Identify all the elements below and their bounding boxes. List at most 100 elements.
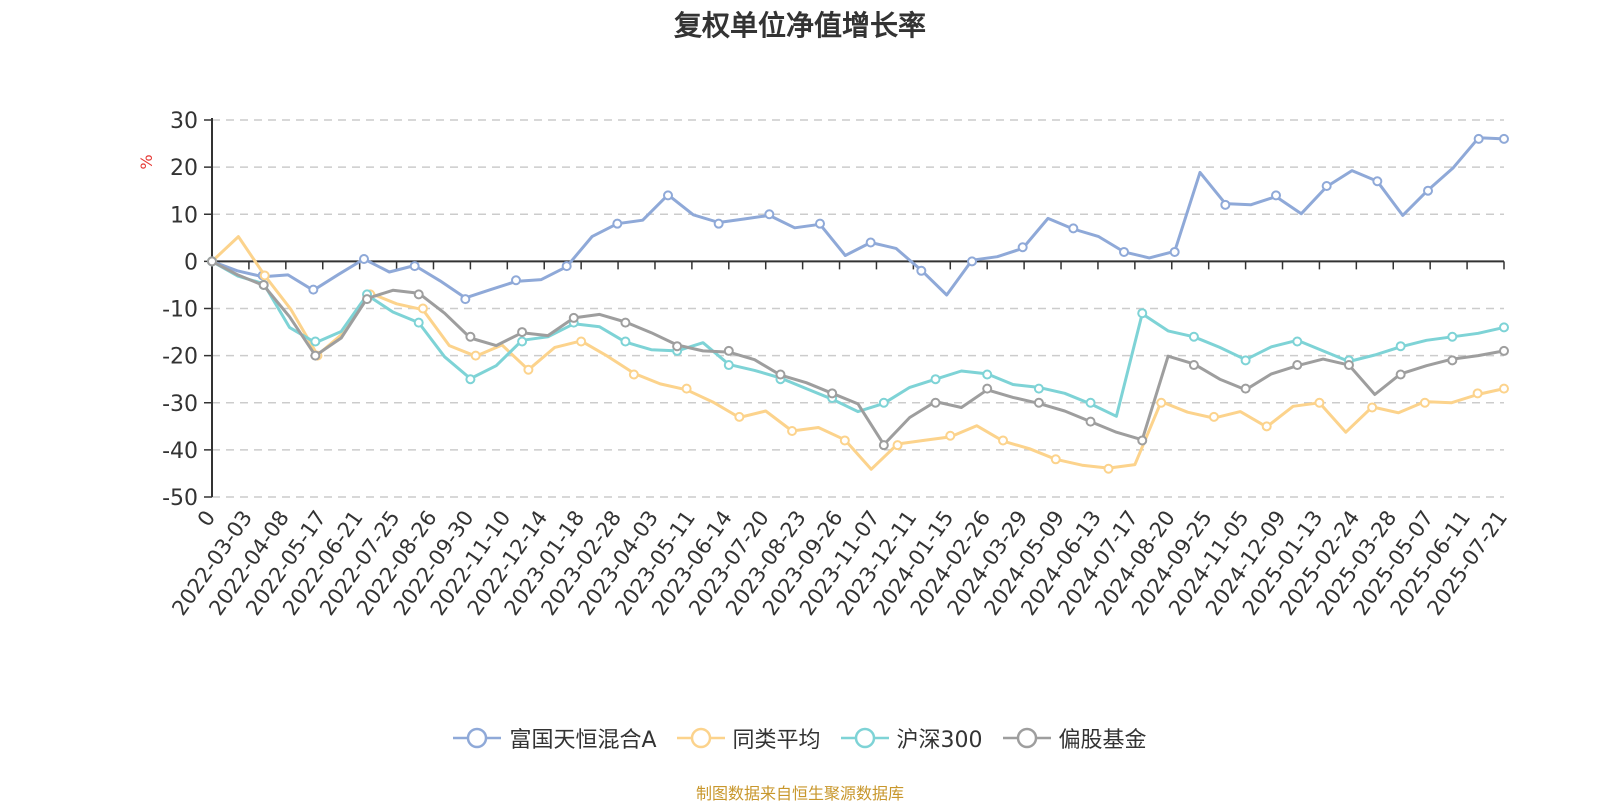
line-chart: 30 20 10 0 -10 -20 -30 -40 -50 02022-03-032022-0… — [137, 109, 1512, 620]
series-line — [210, 235, 1505, 471]
data-point — [878, 440, 889, 451]
legend-item[interactable]: 同类平均 — [676, 722, 821, 754]
data-point — [359, 254, 369, 265]
data-point — [1033, 383, 1044, 394]
data-point — [1240, 383, 1251, 394]
y-axis: 30 20 10 0 -10 -20 -30 -40 -50 — [162, 109, 213, 511]
data-point — [517, 336, 528, 347]
series-line — [211, 136, 1505, 300]
data-point — [620, 317, 631, 328]
data-point — [409, 261, 420, 272]
data-point — [417, 303, 428, 314]
data-point — [523, 364, 534, 375]
data-point — [787, 426, 798, 437]
data-point — [1261, 421, 1272, 432]
data-point — [764, 209, 775, 220]
data-point — [1292, 336, 1303, 347]
data-point — [681, 383, 692, 394]
data-point — [465, 374, 476, 385]
data-point — [663, 190, 673, 201]
data-point — [734, 411, 745, 422]
data-point — [568, 312, 579, 323]
data-point — [460, 294, 471, 305]
data-point — [628, 369, 639, 380]
legend-item[interactable]: 富国天恒混合A — [453, 722, 657, 754]
data-point — [1137, 435, 1148, 446]
data-point — [723, 345, 734, 356]
data-point — [1499, 345, 1509, 356]
y-tick-label: -10 — [162, 298, 198, 323]
data-point — [827, 388, 838, 399]
data-point — [865, 237, 876, 248]
data-point — [1395, 341, 1406, 352]
data-point — [310, 350, 321, 361]
data-point — [561, 261, 572, 272]
data-point — [1085, 416, 1096, 427]
data-point — [1085, 397, 1096, 408]
data-point — [1208, 411, 1219, 422]
legend-swatch — [676, 727, 725, 749]
legend-item[interactable]: 沪深300 — [840, 722, 983, 754]
data-point — [259, 270, 270, 281]
data-point — [1017, 242, 1028, 253]
data-point — [713, 218, 724, 229]
data-point — [945, 430, 956, 441]
data-point — [930, 397, 941, 408]
data-point — [1271, 190, 1281, 201]
data-point — [362, 294, 373, 305]
data-point — [517, 327, 528, 338]
legend-label: 富国天恒混合A — [509, 728, 657, 753]
y-tick-label: 30 — [170, 109, 198, 134]
y-tick-label: -30 — [162, 392, 198, 417]
data-point — [1169, 246, 1180, 257]
data-point — [620, 336, 631, 347]
legend: 富国天恒混合A 同类平均 沪深300 偏股基金 — [0, 722, 1600, 754]
data-point — [1119, 246, 1129, 257]
data-point — [878, 397, 889, 408]
legend-item[interactable]: 偏股基金 — [1002, 722, 1147, 754]
data-point — [982, 369, 993, 380]
chart-title: 复权单位净值增长率 — [673, 9, 926, 42]
data-point — [1050, 454, 1061, 465]
data-point — [258, 279, 269, 290]
data-point — [967, 256, 977, 267]
data-point — [1419, 397, 1430, 408]
y-tick-label: 0 — [184, 250, 198, 275]
data-point — [470, 350, 481, 361]
data-point — [1292, 360, 1303, 371]
data-point — [672, 341, 683, 352]
data-point — [1068, 223, 1079, 234]
data-point — [1188, 360, 1199, 371]
data-point — [1367, 402, 1378, 413]
data-point — [413, 317, 424, 328]
data-point — [815, 218, 825, 229]
x-tick-label: 0 — [193, 506, 220, 531]
legend-label: 同类平均 — [732, 728, 821, 753]
y-tick-label: -40 — [162, 439, 198, 464]
data-point — [1499, 322, 1509, 333]
data-point — [1314, 397, 1325, 408]
y-axis-label: % — [137, 154, 156, 169]
data-point — [982, 383, 993, 394]
data-point — [930, 374, 941, 385]
data-point — [310, 336, 321, 347]
data-point — [207, 256, 217, 267]
data-point — [839, 435, 850, 446]
data-point — [1103, 463, 1114, 474]
series-line — [211, 260, 1505, 447]
data-point — [1220, 199, 1231, 210]
data-point — [1343, 360, 1354, 371]
data-point — [413, 289, 424, 300]
data-point — [576, 336, 587, 347]
data-point — [1033, 397, 1044, 408]
y-tick-label: 10 — [170, 203, 198, 228]
data-point — [1137, 308, 1148, 319]
data-point — [308, 284, 319, 295]
data-point — [892, 440, 903, 451]
data-point — [775, 369, 786, 380]
data-point — [1423, 185, 1433, 196]
data-point — [1188, 331, 1199, 342]
data-point — [1499, 383, 1509, 394]
data-point — [1499, 133, 1509, 144]
legend-swatch — [453, 727, 502, 749]
